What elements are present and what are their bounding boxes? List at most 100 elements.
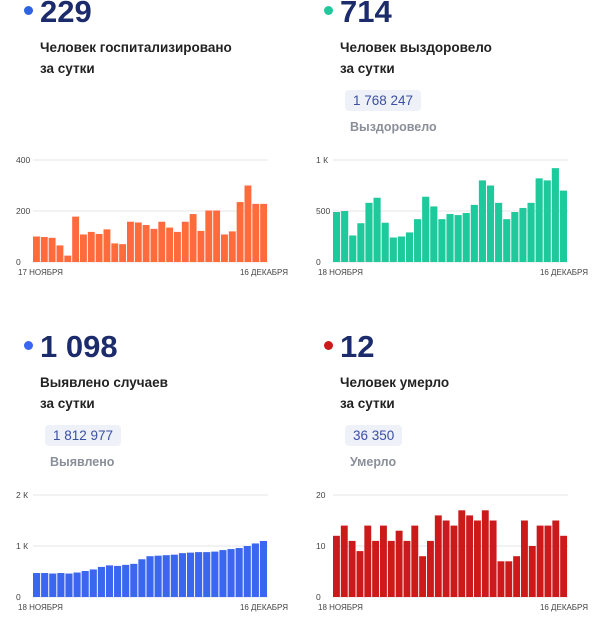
hospitalized-count: 229	[40, 0, 92, 29]
bar	[470, 204, 478, 262]
bar	[521, 520, 528, 597]
bar	[381, 222, 389, 262]
bar	[478, 180, 486, 262]
bar	[405, 232, 414, 262]
hospitalized-chart: 0 200 400 17 НОЯБРЯ 16 ДЕКАБРЯ	[16, 155, 288, 277]
y-tick-label: 2 К	[16, 490, 28, 500]
cases-total: 1 812 977	[45, 425, 122, 446]
bar	[259, 541, 268, 597]
recovered-total-label: Выздоровело	[350, 120, 437, 134]
bar	[427, 540, 434, 597]
caption-line-1: Человек госпитализировано	[40, 40, 232, 55]
caption-line-2: за сутки	[40, 396, 95, 411]
bar	[341, 211, 349, 262]
bar	[181, 221, 189, 262]
green-dot-icon	[324, 6, 333, 15]
bar	[205, 210, 213, 262]
bar	[56, 245, 64, 262]
x-start-label: 17 НОЯБРЯ	[18, 268, 63, 277]
bar	[154, 555, 162, 597]
recovered-caption: Человек выздоровело за сутки	[340, 37, 492, 79]
x-end-label: 16 ДЕКАБРЯ	[240, 603, 288, 612]
bar	[486, 185, 495, 262]
bar	[450, 525, 458, 597]
bar	[195, 552, 203, 597]
bar	[174, 231, 181, 262]
bar	[260, 203, 268, 262]
y-tick-label: 0	[316, 592, 321, 602]
bar	[127, 221, 134, 262]
bar	[166, 227, 174, 262]
bar	[189, 214, 197, 262]
bar	[348, 540, 356, 597]
bar	[251, 543, 259, 597]
bar	[551, 168, 559, 262]
bar	[33, 573, 41, 597]
bar	[73, 572, 81, 597]
y-tick-label: 400	[16, 155, 30, 165]
bar	[333, 535, 340, 597]
bar	[138, 559, 146, 597]
red-dot-icon	[324, 341, 333, 350]
bar	[170, 554, 178, 597]
bar	[150, 228, 158, 262]
bar	[64, 255, 72, 262]
bar	[243, 546, 251, 597]
bar	[535, 178, 543, 262]
hospitalized-panel: 229 Человек госпитализировано за сутки 0…	[0, 0, 290, 300]
bar	[349, 235, 357, 262]
bar	[103, 229, 111, 262]
bar	[552, 520, 560, 597]
bar	[228, 231, 236, 262]
caption-line-2: за сутки	[340, 61, 395, 76]
cases-panel: 1 098 Выявлено случаев за сутки 1 812 97…	[0, 329, 290, 635]
bar	[389, 237, 397, 262]
y-tick-label: 10	[316, 541, 326, 551]
bar	[119, 244, 127, 262]
bar	[213, 210, 221, 262]
bar	[397, 236, 405, 262]
bar	[65, 573, 73, 597]
bar	[422, 196, 430, 262]
bar	[438, 219, 446, 262]
bar	[244, 185, 252, 262]
bar	[203, 552, 211, 597]
x-end-label: 16 ДЕКАБРЯ	[540, 603, 588, 612]
y-tick-label: 500	[316, 206, 330, 216]
bar	[503, 219, 511, 262]
deaths-chart: 0 10 20 18 НОЯБРЯ 16 ДЕКАБРЯ	[316, 490, 588, 612]
cases-count: 1 098	[40, 329, 118, 364]
bar	[114, 565, 122, 597]
bar	[197, 230, 205, 262]
bar	[356, 551, 364, 597]
bar	[130, 563, 138, 597]
y-tick-label: 0	[16, 257, 21, 267]
hospitalized-caption: Человек госпитализировано за сутки	[40, 37, 232, 79]
bar	[40, 237, 48, 262]
bar	[373, 197, 381, 262]
bar	[527, 202, 535, 262]
recovered-panel: 714 Человек выздоровело за сутки 1 768 2…	[300, 0, 590, 300]
bar	[387, 540, 395, 597]
bar	[364, 525, 372, 597]
bar	[221, 234, 228, 262]
bar	[536, 525, 544, 597]
caption-line-1: Выявлено случаев	[40, 375, 168, 390]
bar	[97, 566, 105, 597]
bar	[414, 219, 422, 262]
bar	[134, 222, 142, 262]
bar	[462, 213, 470, 262]
deaths-caption: Человек умерло за сутки	[340, 372, 449, 414]
bar	[419, 556, 427, 597]
x-start-label: 18 НОЯБРЯ	[18, 603, 63, 612]
bar	[81, 570, 89, 597]
bar	[158, 221, 166, 262]
bar	[365, 202, 373, 262]
bar	[497, 561, 505, 597]
deaths-total: 36 350	[345, 425, 403, 446]
bar	[340, 525, 348, 597]
cases-total-label: Выявлено	[50, 455, 115, 469]
y-tick-label: 200	[16, 206, 30, 216]
bar	[474, 520, 481, 597]
deaths-panel: 12 Человек умерло за сутки 36 350 Умерло…	[300, 329, 590, 635]
